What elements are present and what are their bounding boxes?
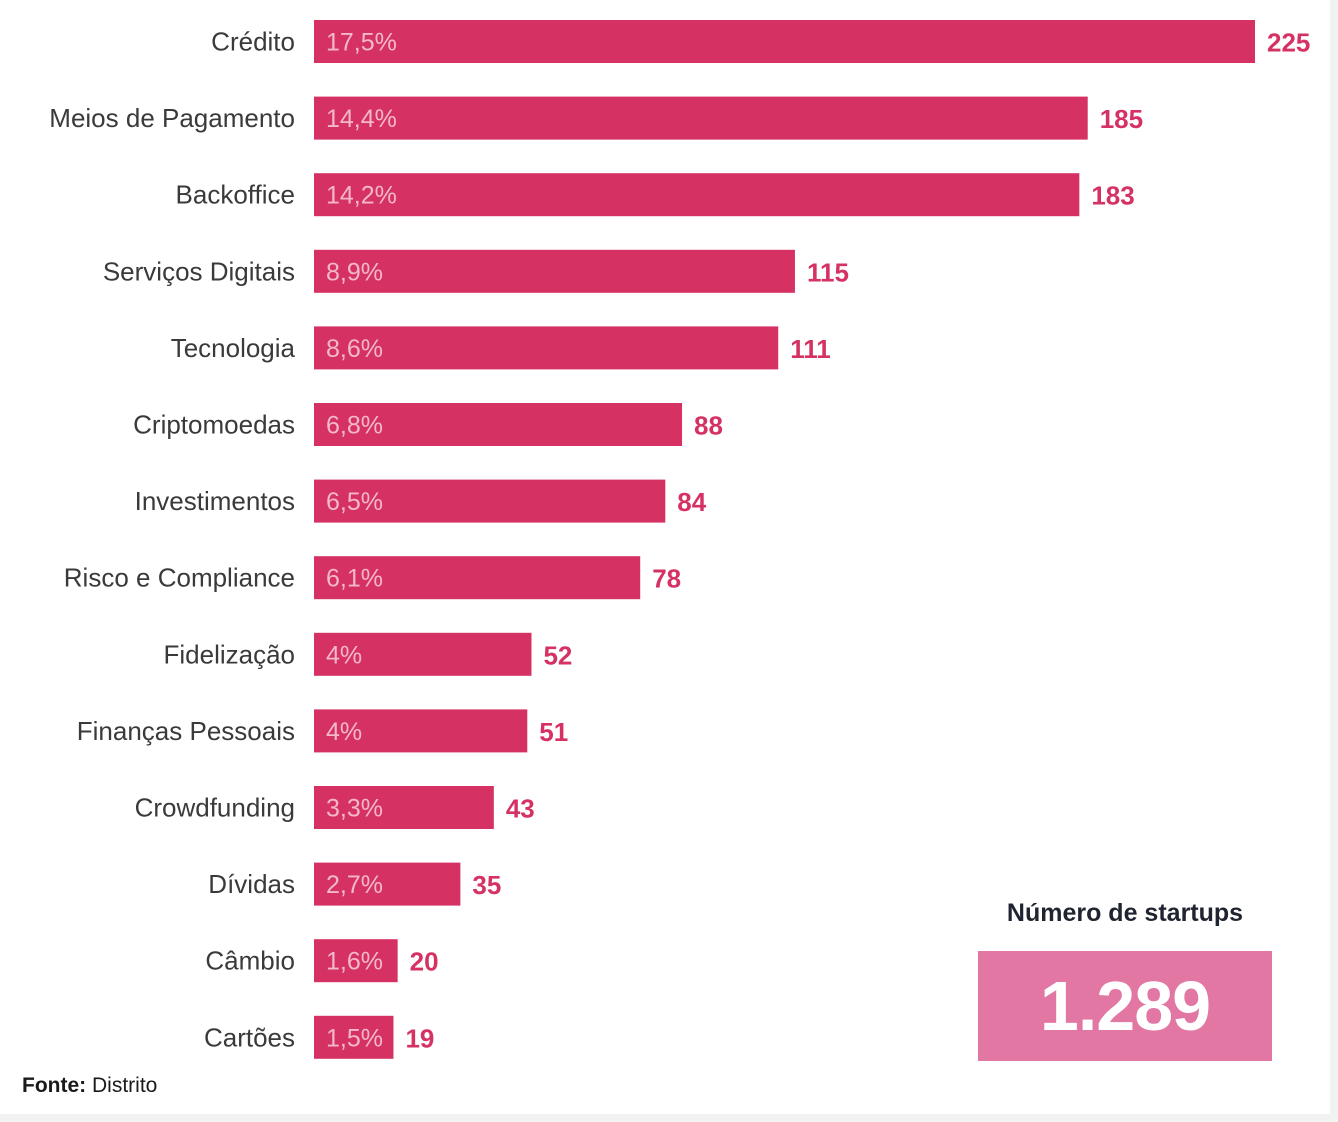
category-label: Meios de Pagamento [49,103,295,133]
bar-13 [314,1015,394,1059]
value-label: 19 [405,1023,434,1053]
bar-8 [314,632,532,676]
source-label: Fonte: [22,1074,87,1097]
category-label: Crédito [211,27,295,57]
bar-6 [314,479,666,523]
category-label: Cartões [204,1022,295,1052]
bar-11 [314,862,461,906]
bar-2 [314,173,1080,217]
value-label: 84 [677,487,706,517]
category-label: Investimentos [135,486,295,516]
summary-value-box: 1.289 [978,951,1272,1061]
bar-5 [314,403,683,446]
value-label: 43 [506,794,535,824]
bar-1 [314,96,1088,140]
value-label: 111 [790,334,831,364]
percent-label: 4% [326,718,362,746]
category-label: Finanças Pessoais [77,716,295,746]
percent-label: 8,6% [326,335,383,363]
percent-label: 1,5% [326,1024,383,1052]
value-label: 115 [807,257,849,287]
bar-3 [314,249,795,293]
percent-label: 6,1% [326,565,383,593]
bar-4 [314,326,779,370]
value-label: 185 [1100,104,1143,134]
bar-7 [314,556,641,600]
summary-value: 1.289 [1039,967,1211,1045]
bar-10 [314,786,494,829]
category-label: Crowdfunding [135,793,295,823]
category-label: Criptomoedas [133,410,295,440]
value-label: 52 [543,640,572,670]
bar-0 [314,20,1255,63]
source-note: Fonte: Distrito [22,1074,157,1098]
value-label: 35 [472,870,501,900]
percent-label: 3,3% [326,795,383,823]
percent-label: 6,5% [326,488,383,516]
category-label: Tecnologia [171,333,296,363]
percent-label: 14,2% [326,182,397,210]
percent-label: 14,4% [326,105,397,133]
percent-label: 8,9% [326,258,383,286]
value-label: 20 [410,947,439,977]
value-label: 78 [652,564,681,594]
value-label: 225 [1267,28,1310,58]
category-label: Serviços Digitais [103,256,295,286]
percent-label: 2,7% [326,871,383,899]
percent-label: 17,5% [326,29,397,57]
category-label: Fidelização [163,639,295,669]
bar-9 [314,709,528,753]
category-label: Risco e Compliance [64,563,295,593]
category-label: Câmbio [205,946,295,976]
category-label: Dívidas [208,869,295,899]
percent-label: 1,6% [326,948,383,976]
value-label: 51 [539,717,568,747]
summary-title: Número de startups [1006,899,1244,927]
value-label: 88 [694,411,723,441]
category-label: Backoffice [176,180,295,210]
bar-12 [314,939,398,983]
source-text: Distrito [92,1074,158,1097]
value-label: 183 [1091,181,1134,211]
percent-label: 6,8% [326,412,383,440]
percent-label: 4% [326,641,362,669]
